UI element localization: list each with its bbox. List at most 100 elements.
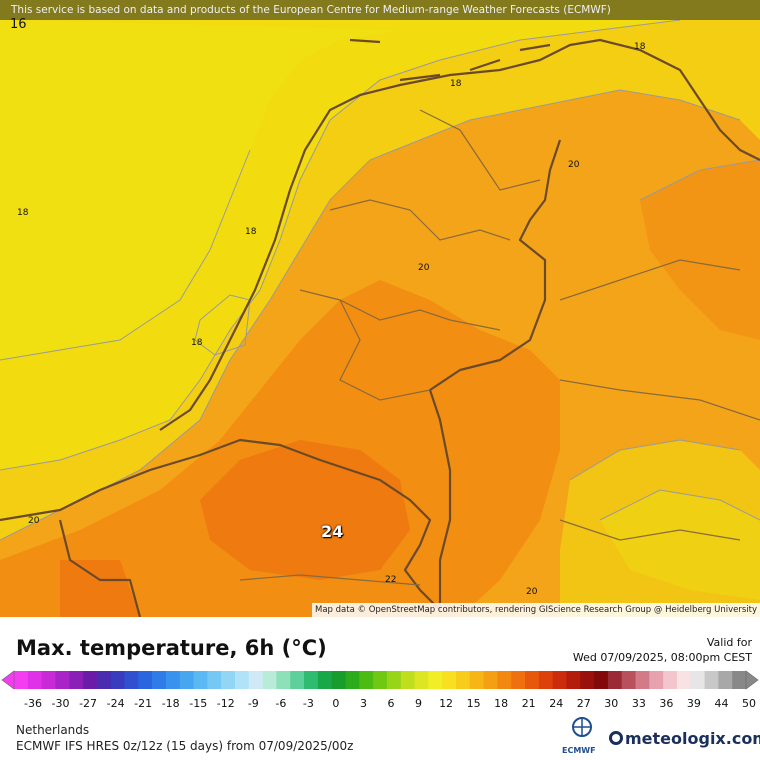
- scale-cell: [676, 671, 692, 689]
- scale-cell: [483, 671, 498, 689]
- scale-cell: [331, 671, 346, 689]
- valid-time-block: Valid for Wed 07/09/2025, 08:00pm CEST: [573, 635, 752, 665]
- scale-cell: [663, 671, 678, 689]
- scale-arrow-left: [1, 670, 15, 690]
- color-scale: [1, 670, 759, 690]
- scale-cell: [386, 671, 402, 689]
- ecmwf-logo-text: ECMWF: [562, 746, 596, 755]
- meteologix-logo-text: meteologix.com: [625, 729, 760, 748]
- scale-cell: [138, 671, 153, 689]
- contour-label: 18: [450, 79, 462, 89]
- contour-label: 22: [385, 575, 397, 585]
- scale-cell: [193, 671, 208, 689]
- map-canvas: [0, 0, 760, 617]
- scale-cell: [152, 671, 167, 689]
- scale-tick-label: -27: [79, 697, 98, 710]
- contour-label: 20: [526, 587, 538, 597]
- scale-cell: [83, 671, 98, 689]
- scale-cell: [580, 671, 595, 689]
- scale-cell: [179, 671, 195, 689]
- scale-cell: [511, 671, 526, 689]
- scale-cell: [732, 671, 747, 689]
- scale-cell: [55, 671, 70, 689]
- scale-tick-label: 24: [549, 697, 564, 710]
- scale-tick-label: 27: [576, 697, 591, 710]
- scale-cell: [469, 671, 485, 689]
- contour-label: 18: [191, 338, 203, 348]
- scale-cell: [635, 671, 650, 689]
- scale-cell: [359, 671, 374, 689]
- scale-cell: [234, 671, 250, 689]
- scale-cell: [96, 671, 112, 689]
- valid-time: Wed 07/09/2025, 08:00pm CEST: [572, 651, 752, 664]
- scale-tick-label: -15: [189, 697, 208, 710]
- meteologix-logo[interactable]: meteologix.com: [609, 729, 760, 748]
- temperature-map[interactable]: This service is based on data and produc…: [0, 0, 760, 617]
- scale-cell: [27, 671, 43, 689]
- scale-tick-label: -3: [302, 697, 314, 710]
- scale-tick-label: -6: [275, 697, 287, 710]
- region-name: Netherlands: [16, 723, 90, 737]
- scale-tick-label: 3: [359, 697, 367, 710]
- scale-tick-label: -36: [24, 697, 42, 710]
- valid-label: Valid for: [706, 636, 752, 649]
- scale-tick-label: -24: [106, 697, 125, 710]
- scale-cell: [538, 671, 554, 689]
- scale-cell: [718, 671, 733, 689]
- scale-tick-label: 6: [387, 697, 395, 710]
- scale-tick-label: 44: [714, 697, 729, 710]
- scale-cell: [497, 671, 512, 689]
- scale-tick-label: 30: [604, 697, 619, 710]
- scale-tick-label: 21: [521, 697, 536, 710]
- scale-cell: [414, 671, 429, 689]
- scale-cell: [594, 671, 609, 689]
- max-value-label: 24: [321, 522, 344, 541]
- contour-label: 18: [17, 208, 29, 218]
- scale-cell: [276, 671, 291, 689]
- scale-cell: [248, 671, 264, 689]
- contour-label: 18: [634, 42, 646, 52]
- scale-tick-label: -30: [51, 697, 70, 710]
- scale-cell: [124, 671, 139, 689]
- model-info: ECMWF IFS HRES 0z/12z (15 days) from 07/…: [16, 739, 354, 753]
- contour-label: 20: [418, 263, 430, 273]
- scale-tick-label: 18: [494, 697, 509, 710]
- page-title: Max. temperature, 6h (°C): [16, 636, 327, 660]
- scale-cell: [345, 671, 360, 689]
- ecmwf-logo-icon: [572, 717, 592, 737]
- scale-tick-label: 39: [686, 697, 701, 710]
- contour-label-corner: 16: [10, 17, 27, 32]
- scale-cell: [400, 671, 416, 689]
- scale-cell: [262, 671, 277, 689]
- scale-tick-label: 9: [415, 697, 423, 710]
- scale-cell: [41, 671, 56, 689]
- scale-tick-label: -9: [247, 697, 259, 710]
- scale-cell: [621, 671, 637, 689]
- scale-cell: [221, 671, 236, 689]
- scale-tick-label: 15: [466, 697, 481, 710]
- scale-cell: [704, 671, 719, 689]
- scale-cell: [69, 671, 84, 689]
- scale-tick-label: 0: [332, 697, 340, 710]
- scale-cell: [525, 671, 540, 689]
- scale-cell: [442, 671, 457, 689]
- contour-label: 20: [28, 516, 40, 526]
- scale-tick-label: 12: [439, 697, 454, 710]
- scale-tick-label: 36: [659, 697, 674, 710]
- scale-cell: [649, 671, 664, 689]
- scale-cell: [455, 671, 471, 689]
- scale-cell: [552, 671, 567, 689]
- scale-cell: [428, 671, 443, 689]
- scale-cell: [290, 671, 305, 689]
- scale-tick-label: -21: [134, 697, 153, 710]
- scale-cell: [165, 671, 181, 689]
- scale-cell: [373, 671, 388, 689]
- scale-cell: [207, 671, 222, 689]
- scale-cell: [110, 671, 125, 689]
- scale-cell: [690, 671, 706, 689]
- scale-cell: [317, 671, 333, 689]
- attribution-top: This service is based on data and produc…: [0, 0, 760, 20]
- scale-tick-label: 33: [631, 697, 646, 710]
- legend-panel: Max. temperature, 6h (°C) Valid for Wed …: [0, 617, 760, 760]
- scale-cell: [566, 671, 581, 689]
